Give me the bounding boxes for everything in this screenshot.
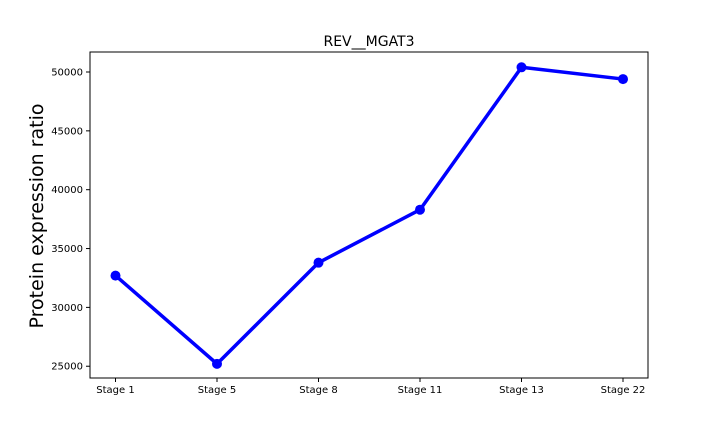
x-tick-label: Stage 13 xyxy=(499,385,544,396)
data-point xyxy=(212,358,222,369)
x-axis-ticks: Stage 1 Stage 5 Stage 8 Stage 11 Stage 13 Sta… xyxy=(96,378,645,396)
x-tick-label: Stage 11 xyxy=(398,385,443,396)
x-tick-label: Stage 1 xyxy=(96,385,134,396)
x-tick-label: Stage 5 xyxy=(198,385,236,396)
series-line xyxy=(114,65,624,366)
chart-title: REV__MGAT3 xyxy=(323,34,414,50)
y-axis-label: Protein expression ratio xyxy=(26,104,48,329)
data-point xyxy=(110,270,121,281)
x-tick-label: Stage 22 xyxy=(601,385,646,396)
y-tick-label: 25000 xyxy=(51,362,83,373)
y-tick-label: 40000 xyxy=(51,185,83,196)
data-point xyxy=(516,62,527,73)
data-point xyxy=(313,257,324,268)
y-axis-ticks: 25000 30000 35000 40000 45000 50000 xyxy=(51,68,90,373)
plot-frame xyxy=(89,51,649,379)
x-tick-label: Stage 8 xyxy=(299,385,337,396)
data-point xyxy=(415,204,425,215)
y-tick-label: 30000 xyxy=(51,303,83,314)
y-tick-label: 50000 xyxy=(51,68,83,79)
y-tick-label: 35000 xyxy=(51,244,83,255)
series-layer xyxy=(110,62,628,369)
y-tick-label: 45000 xyxy=(51,126,83,137)
data-point xyxy=(618,74,628,85)
